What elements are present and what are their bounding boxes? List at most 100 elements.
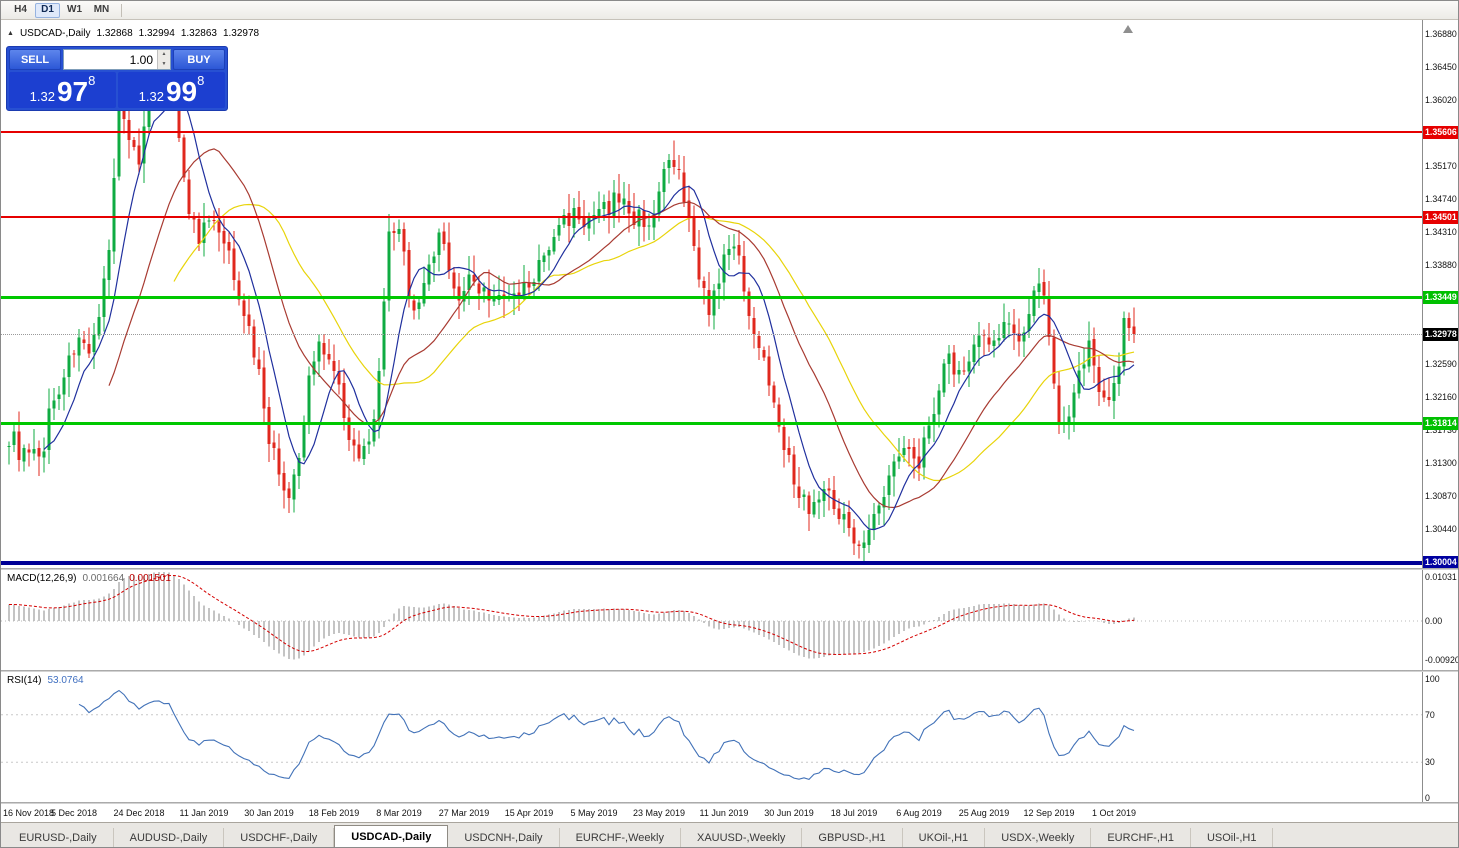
rsi-panel[interactable] (1, 672, 1422, 802)
rsi-axis-tick: 0 (1425, 793, 1430, 802)
price-axis: 1.36880 1.36450 1.36020 1.35170 1.34740 1.343… (1422, 20, 1458, 568)
sell-price-prefix: 1.32 (29, 89, 55, 104)
candlestick-chart (7, 57, 1136, 564)
chart-tab-ukoil-h1[interactable]: UKOil-,H1 (903, 828, 986, 847)
sell-button[interactable]: SELL (9, 49, 61, 70)
chart-shift-marker-icon[interactable] (1123, 25, 1133, 33)
date-axis-label: 25 Aug 2019 (958, 808, 1010, 818)
timeframe-w1-button[interactable]: W1 (62, 3, 87, 18)
sell-price-display[interactable]: 1.32 97 8 (9, 72, 116, 108)
date-axis-label: 11 Jan 2019 (179, 808, 229, 818)
ohlc-open: 1.32868 (96, 28, 133, 39)
buy-price-pipette: 8 (197, 73, 205, 88)
date-axis-label: 8 Mar 2019 (376, 808, 422, 818)
rsi-chart (1, 689, 1422, 781)
sell-price-pipette: 8 (88, 73, 96, 88)
price-axis-tick: 1.32160 (1425, 392, 1457, 403)
chart-tab-audusd-daily[interactable]: AUDUSD-,Daily (114, 828, 225, 847)
rsi-axis-tick: 30 (1425, 757, 1435, 768)
price-axis-tick: 1.30440 (1425, 524, 1457, 535)
panel-divider[interactable] (1, 670, 1458, 672)
price-axis-tick: 1.35170 (1425, 160, 1457, 171)
price-axis-tick: 1.31730 (1425, 425, 1457, 436)
horizontal-level-line[interactable] (1, 216, 1422, 218)
price-axis-tick: 1.30870 (1425, 491, 1457, 502)
date-axis-label: 6 Aug 2019 (896, 808, 942, 818)
date-axis-label: 23 May 2019 (632, 808, 686, 818)
macd-name: MACD(12,26,9) (7, 573, 77, 584)
timeframe-mn-button[interactable]: MN (89, 3, 114, 18)
rsi-axis-tick: 100 (1425, 674, 1440, 684)
macd-signal-line (9, 574, 1135, 656)
current-price-badge: 1.32978 (1423, 327, 1458, 341)
chart-tab-eurusd-daily[interactable]: EURUSD-,Daily (3, 828, 114, 847)
support-level-badge-1: 1.33449 (1423, 291, 1458, 305)
buy-price-display[interactable]: 1.32 99 8 (118, 72, 225, 108)
resistance-level-badge-1: 1.35606 (1423, 125, 1458, 139)
chart-tab-gbpusd-h1[interactable]: GBPUSD-,H1 (802, 828, 903, 847)
chart-tab-eurchf-h1[interactable]: EURCHF-,H1 (1091, 828, 1191, 847)
panel-divider[interactable] (1, 568, 1458, 570)
price-axis-tick: 1.34310 (1425, 226, 1457, 237)
date-axis-label: 30 Jan 2019 (244, 808, 294, 818)
price-chart-panel[interactable]: ▲ USDCAD-,Daily 1.32868 1.32994 1.32863 … (1, 20, 1422, 568)
support-level-badge-3: 1.30004 (1423, 556, 1458, 568)
macd-chart (1, 571, 1422, 660)
price-axis-tick: 1.31300 (1425, 458, 1457, 469)
volume-spinner: ▲ ▼ (157, 50, 170, 69)
ohlc-low: 1.32863 (180, 28, 217, 39)
chart-tab-usdcnh-daily[interactable]: USDCNH-,Daily (448, 828, 560, 847)
buy-button[interactable]: BUY (173, 49, 225, 70)
chart-tab-eurchf-weekly[interactable]: EURCHF-,Weekly (560, 828, 681, 847)
price-axis-tick: 1.33880 (1425, 259, 1457, 270)
date-axis-label: 5 May 2019 (570, 808, 618, 818)
date-axis-label: 30 Jun 2019 (764, 808, 814, 818)
candles (7, 57, 1136, 564)
rsi-line (78, 689, 1135, 781)
support-level-badge-2: 1.31814 (1423, 417, 1458, 431)
macd-axis: 0.01031 0.00 -0.00920 (1422, 570, 1459, 670)
timeframe-d1-button[interactable]: D1 (35, 2, 60, 18)
volume-input[interactable] (64, 50, 157, 69)
horizontal-level-line[interactable] (1, 296, 1422, 300)
chart-symbol-period: USDCAD-,Daily (19, 28, 91, 39)
chart-tab-usoil-h1[interactable]: USOil-,H1 (1191, 828, 1274, 847)
date-axis-label: 12 Sep 2019 (1023, 808, 1075, 818)
ohlc-high: 1.32994 (138, 28, 175, 39)
horizontal-level-line[interactable] (1, 422, 1422, 426)
chart-tab-usdchf-daily[interactable]: USDCHF-,Daily (224, 828, 335, 847)
date-axis-label: 1 Oct 2019 (1091, 808, 1137, 818)
chart-title: ▲ USDCAD-,Daily 1.32868 1.32994 1.32863 … (7, 28, 259, 39)
volume-down-icon[interactable]: ▼ (158, 59, 170, 69)
price-axis-tick: 1.34740 (1425, 193, 1457, 204)
toolbar-separator (121, 3, 122, 17)
date-axis-label: 15 Apr 2019 (504, 808, 554, 818)
timeframe-toolbar: H4 D1 W1 MN (1, 1, 1458, 20)
date-axis-label: 11 Jun 2019 (699, 808, 749, 818)
buy-price-prefix: 1.32 (138, 89, 164, 104)
macd-axis-tick: -0.00920 (1425, 655, 1459, 666)
horizontal-level-line[interactable] (1, 131, 1422, 133)
chart-tab-usdx-weekly[interactable]: USDX-,Weekly (985, 828, 1092, 847)
price-axis-tick: 1.36450 (1425, 62, 1457, 73)
date-axis-label: 27 Mar 2019 (438, 808, 490, 818)
panel-divider[interactable] (1, 802, 1458, 804)
sell-price-main: 97 (56, 76, 89, 107)
timeframe-h4-button[interactable]: H4 (8, 3, 33, 18)
chart-tab-xauusd-weekly[interactable]: XAUUSD-,Weekly (681, 828, 803, 847)
collapse-panel-icon[interactable]: ▲ (7, 30, 14, 37)
macd-panel[interactable] (1, 570, 1422, 670)
moving-average-lines (43, 93, 1135, 531)
rsi-level-lines (1, 714, 1422, 763)
rsi-name: RSI(14) (7, 675, 42, 686)
horizontal-level-line[interactable] (1, 560, 1422, 565)
macd-value-signal: 0.001501 (129, 573, 171, 584)
date-axis-label: 18 Feb 2019 (308, 808, 360, 818)
date-axis-label: 16 Nov 2018 (3, 808, 55, 818)
price-axis-tick: 1.36880 (1425, 29, 1457, 39)
volume-up-icon[interactable]: ▲ (158, 50, 170, 60)
rsi-value: 53.0764 (47, 675, 84, 686)
chart-tab-usdcad-daily[interactable]: USDCAD-,Daily (334, 825, 449, 847)
volume-field: ▲ ▼ (63, 49, 171, 70)
